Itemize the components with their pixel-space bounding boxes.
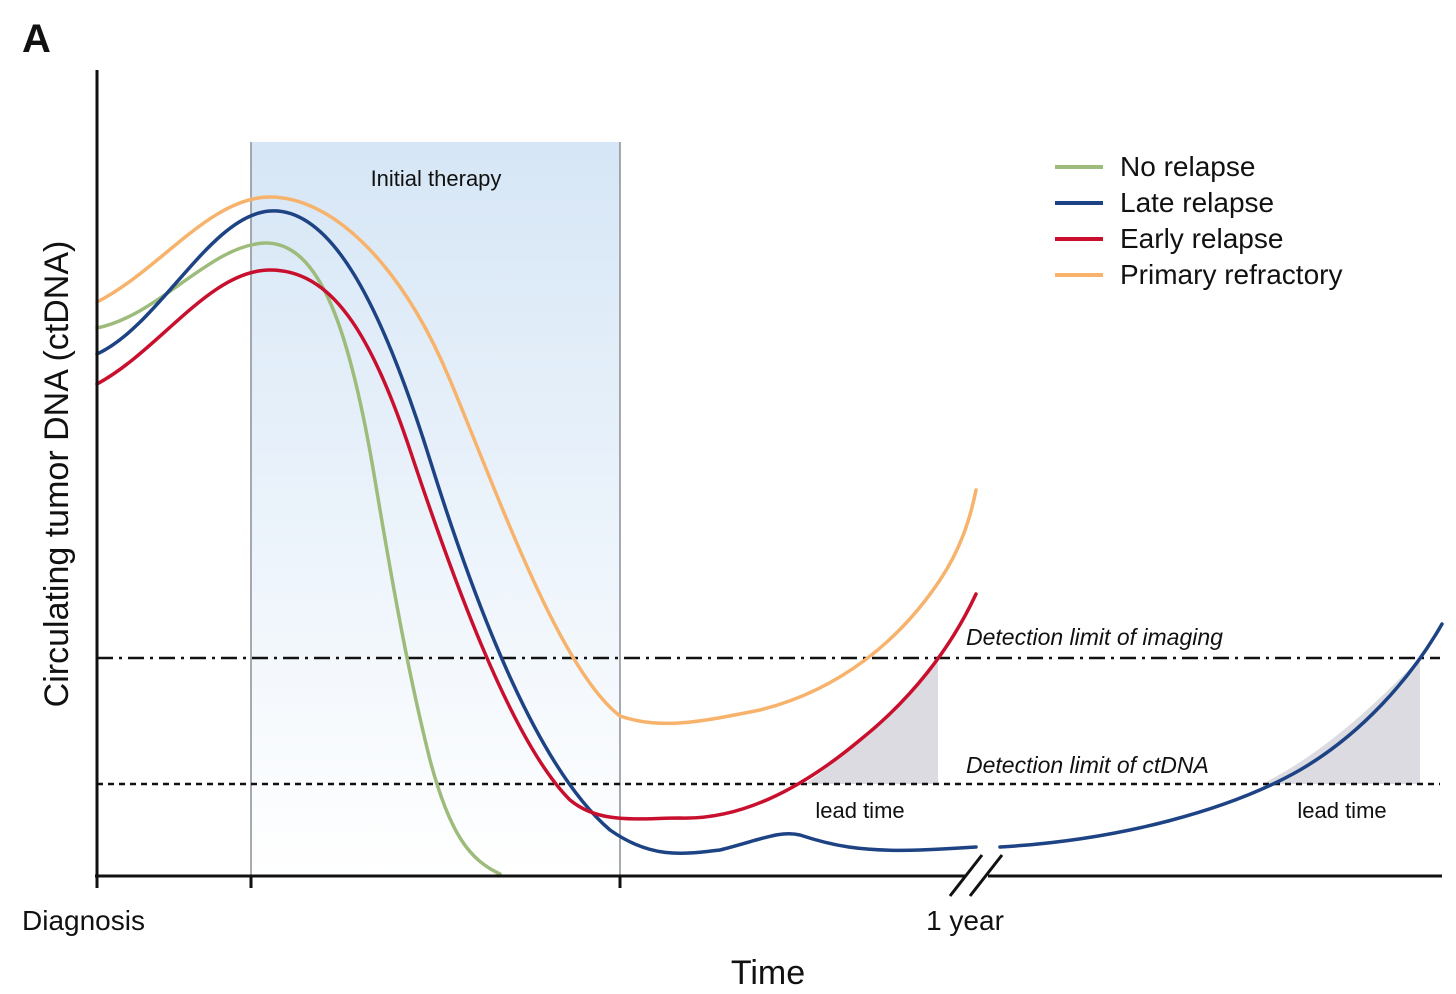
imaging-limit-label: Detection limit of imaging [966, 624, 1223, 650]
legend-label-early-relapse: Early relapse [1120, 223, 1283, 254]
legend: No relapse Late relapse Early relapse Pr… [1055, 151, 1342, 290]
axis-break-mark-1 [948, 854, 984, 897]
series-line-late-relapse [95, 209, 978, 856]
x-tick-label-diagnosis: Diagnosis [22, 905, 145, 936]
therapy-window-label: Initial therapy [371, 166, 502, 191]
lead-time-label-2: lead time [1297, 798, 1386, 823]
legend-label-no-relapse: No relapse [1120, 151, 1255, 182]
series-line-late-relapse-continued [998, 622, 1444, 849]
lead-time-area-2 [1262, 658, 1420, 784]
axis-break-mark-2 [968, 854, 1004, 897]
therapy-window [251, 142, 620, 876]
lead-time-label-1: lead time [815, 798, 904, 823]
panel-label: A [22, 17, 51, 61]
y-axis-title: Circulating tumor DNA (ctDNA) [38, 241, 76, 708]
series-line-no-relapse [95, 241, 502, 876]
ctdna-limit-label: Detection limit of ctDNA [966, 752, 1209, 778]
x-axis-title: Time [731, 954, 805, 992]
series-line-primary-refractory [95, 195, 978, 726]
legend-label-primary-refractory: Primary refractory [1120, 259, 1342, 290]
x-tick-label-1-year: 1 year [926, 905, 1004, 936]
series-line-early-relapse [95, 268, 978, 821]
lead-time-area-1 [805, 658, 938, 784]
legend-label-late-relapse: Late relapse [1120, 187, 1274, 218]
